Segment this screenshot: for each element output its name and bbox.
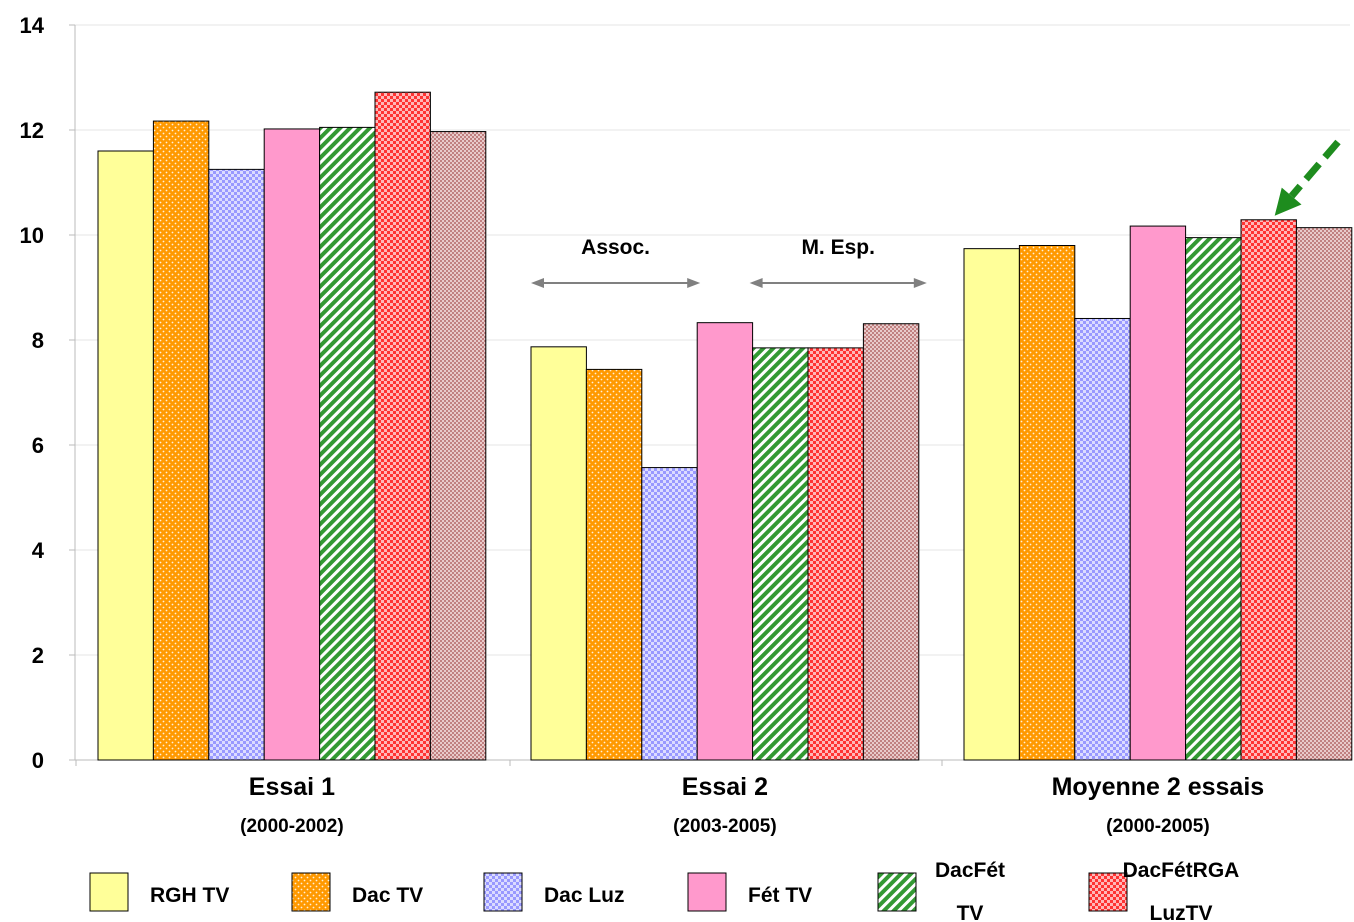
y-tick-label: 4 (32, 538, 45, 563)
bar (1074, 317, 1131, 761)
legend-label: DacFétRGA (1123, 859, 1240, 882)
y-tick-label: 8 (32, 328, 44, 353)
bar (1129, 225, 1187, 761)
category-sublabel: (2000-2002) (240, 816, 344, 837)
legend: RGH TV Dac TV Dac Luz Fét TV DacFét TV DacFétR… (89, 859, 1240, 922)
range-annotation: M. Esp. (749, 236, 927, 288)
bar (374, 91, 431, 761)
y-tick-label: 10 (20, 223, 44, 248)
legend-item: RGH TV (89, 872, 229, 912)
bar (1295, 227, 1353, 761)
legend-label: TV (957, 902, 984, 922)
legend-swatch (877, 872, 917, 912)
legend-label: RGH TV (150, 884, 229, 907)
legend-item: Fét TV (687, 872, 812, 912)
legend-label: Fét TV (748, 884, 812, 907)
bar (530, 346, 587, 761)
y-tick-label: 0 (32, 748, 44, 773)
bar (585, 368, 643, 761)
category-label: Moyenne 2 essais (1052, 773, 1265, 801)
legend-item: DacFétRGA LuzTV (1088, 859, 1240, 922)
legend-swatch (1088, 872, 1128, 912)
legend-swatch (687, 872, 727, 912)
y-tick-label: 14 (20, 13, 45, 38)
bar (1018, 245, 1076, 761)
legend-label: Dac TV (352, 884, 423, 907)
bar (807, 347, 864, 761)
bar (752, 347, 809, 761)
legend-item: DacFét TV (877, 859, 1005, 922)
bar (429, 131, 487, 761)
axis-labels: 0 2 4 6 8 10 12 14 Essai 1 (2000-2002) Essai 2 (200… (20, 13, 1265, 837)
legend-label: Dac Luz (544, 884, 625, 907)
legend-item: Dac TV (291, 872, 423, 912)
range-annotation: Assoc. (531, 236, 701, 288)
bar (696, 322, 754, 761)
bar (1240, 219, 1297, 761)
legend-swatch (291, 872, 331, 912)
annotation-label: Assoc. (581, 236, 650, 259)
legend-swatch (483, 872, 523, 912)
bar (641, 467, 698, 761)
bar (208, 168, 265, 761)
annotations: Assoc. M. Esp. (531, 139, 1341, 288)
bars (97, 91, 1353, 761)
bar (319, 126, 376, 761)
y-tick-label: 2 (32, 643, 44, 668)
y-tick-label: 6 (32, 433, 44, 458)
legend-swatch (89, 872, 129, 912)
highlight-arrow (1274, 139, 1341, 216)
legend-item: Dac Luz (483, 872, 625, 912)
category-label: Essai 1 (249, 773, 335, 801)
annotation-label: M. Esp. (801, 236, 875, 259)
category-sublabel: (2000-2005) (1106, 816, 1210, 837)
legend-label: DacFét (935, 859, 1005, 882)
category-label: Essai 2 (682, 773, 768, 801)
bar (97, 150, 154, 761)
y-tick-label: 12 (20, 118, 44, 143)
bar (1185, 237, 1242, 761)
bar (152, 120, 210, 761)
bar (263, 128, 321, 761)
legend-label: LuzTV (1150, 902, 1213, 922)
bar (862, 323, 920, 761)
category-sublabel: (2003-2005) (673, 816, 777, 837)
bar (963, 248, 1020, 761)
